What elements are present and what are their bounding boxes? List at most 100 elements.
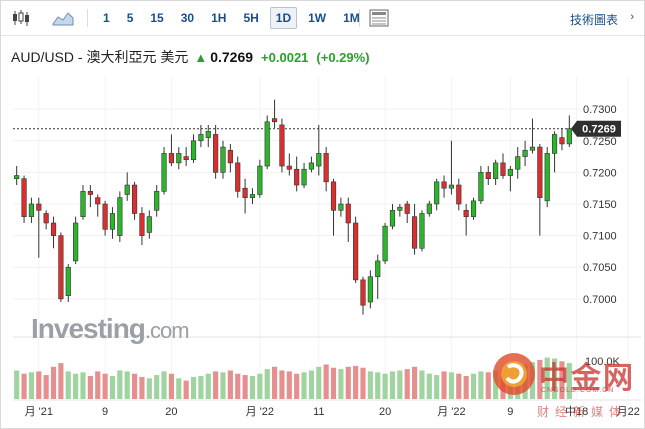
candle-body <box>330 181 337 211</box>
volume-bar <box>58 363 64 399</box>
candle-body <box>183 156 189 161</box>
candle-body <box>448 184 455 189</box>
volume-bar <box>485 372 491 399</box>
volume-bar <box>448 372 454 399</box>
area-chart-icon[interactable] <box>51 7 75 29</box>
price-tick-label: 0.7100 <box>583 231 617 243</box>
candle-body <box>139 213 145 236</box>
volume-bar <box>470 373 477 399</box>
volume-bar <box>397 370 403 399</box>
candle-body <box>345 203 351 224</box>
volume-bar <box>28 372 34 399</box>
price-tick-label: 0.7250 <box>583 136 617 148</box>
timeframe-1d[interactable]: 1D <box>269 7 298 29</box>
watermark-suffix: .com <box>144 318 190 343</box>
price-change: +0.0021 <box>261 50 309 65</box>
volume-bar <box>235 373 241 399</box>
layout-icon[interactable] <box>367 7 391 29</box>
volume-bar <box>242 375 248 399</box>
candle-body <box>50 222 57 236</box>
volume-bar <box>552 358 558 399</box>
candle-body <box>434 181 440 205</box>
volume-bar <box>279 370 285 399</box>
candle-body <box>566 128 572 145</box>
volume-bar <box>286 371 292 399</box>
candle-body <box>109 213 116 230</box>
candle-body <box>95 197 101 205</box>
volume-bar <box>360 367 366 399</box>
candle-body <box>131 184 138 214</box>
candle-body <box>397 206 403 211</box>
volume-bar <box>566 363 572 399</box>
x-tick-label: 9 <box>102 406 108 418</box>
volume-bar <box>73 373 79 399</box>
volume-bar <box>50 366 57 399</box>
candle-body <box>338 203 344 211</box>
volume-bar <box>43 375 49 399</box>
x-tick-label: 11 <box>313 406 324 418</box>
candle-body <box>470 200 477 217</box>
volume-bar <box>419 370 425 399</box>
x-tick-label: 20 <box>165 406 177 418</box>
volume-bar <box>80 372 86 399</box>
timeframe-1w[interactable]: 1W <box>308 11 327 25</box>
price-tick-label: 0.7200 <box>583 167 617 179</box>
volume-bar <box>14 370 20 399</box>
quote-header: AUD/USD - 澳大利亞元 美元 ▲ 0.7269 +0.0021 (+0.… <box>11 47 370 65</box>
candle-body <box>515 156 521 170</box>
candle-body <box>301 168 307 186</box>
volume-bar <box>109 376 116 399</box>
candle-body <box>478 172 484 202</box>
volume-bar <box>95 371 101 399</box>
last-price-badge <box>577 120 621 137</box>
timeframe-5[interactable]: 5 <box>126 11 134 25</box>
timeframe-1m[interactable]: 1M <box>343 11 360 25</box>
candle-body <box>73 222 79 262</box>
candle-body <box>529 146 536 151</box>
timeframe-list: 1 5 15 30 1H 5H 1D 1W 1M <box>97 1 371 35</box>
candle-body <box>176 153 182 164</box>
candle-body <box>419 213 425 249</box>
candle-body <box>375 260 381 278</box>
up-arrow-icon: ▲ <box>194 50 208 65</box>
volume-bar <box>154 375 160 399</box>
x-tick-label: 9 <box>507 406 513 418</box>
volume-bar <box>456 373 462 399</box>
volume-bar <box>463 376 469 399</box>
candle-body <box>485 172 491 180</box>
volume-bar <box>176 378 182 399</box>
candle-body <box>36 203 42 211</box>
candle-body <box>227 149 233 164</box>
volume-bar <box>375 372 381 399</box>
volume-bar <box>345 366 351 399</box>
cngold-url: CNGOLD.COM.CN <box>541 387 615 394</box>
timeframe-30[interactable]: 30 <box>180 11 195 25</box>
timeframe-1h[interactable]: 1H <box>211 11 227 25</box>
candlestick-icon[interactable] <box>9 7 33 29</box>
candle-body <box>463 210 469 217</box>
candle-body <box>308 162 315 170</box>
chevron-right-icon[interactable]: › <box>630 11 634 23</box>
candle-body <box>441 181 447 189</box>
volume-bar <box>316 366 322 399</box>
candle-body <box>551 134 558 154</box>
volume-bar <box>353 365 359 399</box>
timeframe-1[interactable]: 1 <box>103 11 110 25</box>
candle-body <box>220 146 226 173</box>
volume-bar <box>117 370 123 399</box>
timeframe-5h[interactable]: 5H <box>243 11 259 25</box>
timeframe-15[interactable]: 15 <box>150 11 164 25</box>
volume-bar <box>21 373 27 399</box>
last-price-badge-label: 0.7269 <box>582 124 616 136</box>
tech-chart-link[interactable]: 技術圖表 <box>569 13 618 27</box>
candle-body <box>257 165 263 195</box>
candle-body <box>43 213 49 224</box>
cngold-logo-icon <box>493 353 535 395</box>
candle-body <box>102 203 108 230</box>
volume-bar <box>124 371 130 399</box>
candle-body <box>213 134 219 173</box>
volume-bar <box>65 371 71 399</box>
candle-body <box>264 121 270 167</box>
